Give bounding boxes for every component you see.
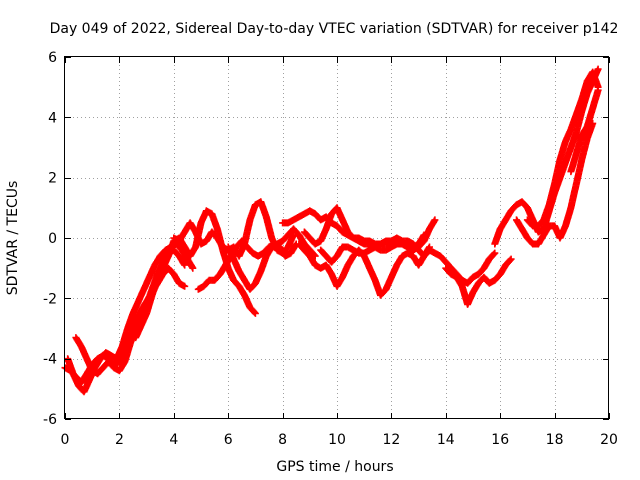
series-s16 xyxy=(567,86,602,176)
data-point xyxy=(594,86,602,94)
data-point xyxy=(490,250,498,258)
y-tick-label: 0 xyxy=(48,231,57,247)
data-point xyxy=(420,231,428,239)
x-axis-title: GPS time / hours xyxy=(276,459,393,475)
x-tick-label: 4 xyxy=(169,432,178,448)
y-tick-label: 6 xyxy=(48,50,57,66)
data-point xyxy=(431,216,439,224)
data-point xyxy=(181,261,189,269)
y-tick-label: 4 xyxy=(48,110,57,126)
chart-title: Day 049 of 2022, Sidereal Day-to-day VTE… xyxy=(50,21,619,37)
series-s11 xyxy=(317,234,499,287)
x-tick-label: 12 xyxy=(382,432,400,448)
data-point xyxy=(491,249,499,257)
x-tick-label: 14 xyxy=(437,432,455,448)
series-s13 xyxy=(491,65,602,248)
y-tick-label: -2 xyxy=(43,291,57,307)
x-tick-label: 20 xyxy=(600,432,618,448)
x-tick-label: 18 xyxy=(546,432,564,448)
x-tick-label: 10 xyxy=(328,432,346,448)
data-point xyxy=(251,309,259,317)
data-point xyxy=(189,264,197,272)
series-s14 xyxy=(513,119,597,248)
plot-frame xyxy=(64,56,609,419)
data-point xyxy=(507,255,515,263)
y-tick-label: -6 xyxy=(43,412,57,428)
data-points xyxy=(61,65,602,396)
y-axis-title: SDTVAR / TECUs xyxy=(5,181,21,296)
x-tick-label: 16 xyxy=(491,432,509,448)
x-tick-label: 0 xyxy=(61,432,70,448)
data-point xyxy=(594,65,602,73)
x-tick-label: 2 xyxy=(115,432,124,448)
data-point xyxy=(181,282,189,290)
series-s7 xyxy=(224,225,319,293)
series-s12 xyxy=(442,255,515,308)
series-s10 xyxy=(300,204,428,251)
y-tick-label: 2 xyxy=(48,171,57,187)
y-tick-label: -4 xyxy=(43,352,57,368)
axis-ticks: 0 2 4 6 8 10 12 14 16 18 20 -6 -4 -2 0 2 4 6 xyxy=(43,50,618,448)
x-tick-label: 6 xyxy=(224,432,233,448)
data-point xyxy=(251,308,258,316)
data-point xyxy=(506,256,514,264)
x-tick-label: 8 xyxy=(278,432,287,448)
